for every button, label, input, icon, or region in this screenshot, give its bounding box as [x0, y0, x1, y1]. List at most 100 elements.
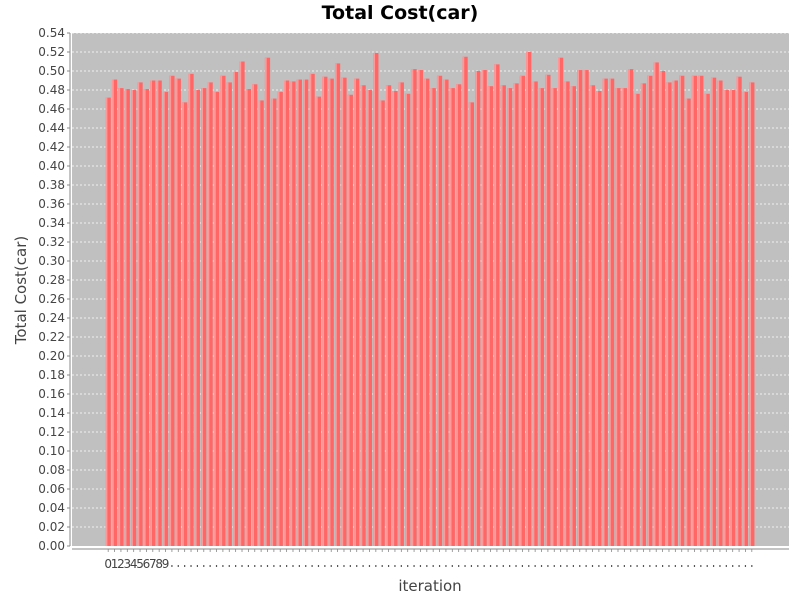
bar-highlight	[271, 98, 274, 547]
x-tick-label: 6	[143, 557, 151, 571]
x-tick-label-truncated	[687, 565, 689, 567]
y-tick-label: 0.28	[38, 273, 65, 287]
bar-highlight	[328, 78, 331, 546]
x-tick-label-truncated	[572, 565, 574, 567]
x-tick-label-truncated	[336, 565, 339, 567]
bar	[366, 90, 373, 546]
bar	[551, 88, 557, 546]
x-tick-label-truncated	[579, 565, 581, 567]
x-tick-label-truncated	[464, 565, 466, 567]
bar-highlight	[653, 62, 656, 546]
bar	[558, 57, 564, 546]
bar-highlight	[634, 93, 637, 547]
chart-title: Total Cost(car)	[321, 2, 479, 24]
bar	[577, 70, 583, 547]
bar	[424, 78, 430, 546]
bar-highlight	[188, 73, 191, 546]
x-tick-label-truncated	[445, 565, 447, 567]
x-tick-label-truncated	[732, 565, 734, 567]
bar	[162, 91, 169, 547]
x-tick-label-truncated	[617, 565, 619, 567]
y-tick-label: 0.46	[38, 102, 65, 116]
x-tick-label-truncated	[598, 565, 600, 567]
bar	[602, 78, 608, 546]
bar-highlight	[162, 91, 165, 547]
bar	[666, 82, 672, 547]
y-tick-label: 0.36	[38, 197, 65, 211]
bar-highlight	[334, 63, 337, 547]
bar-highlight	[621, 88, 624, 546]
x-tick-label-truncated	[196, 565, 199, 567]
bar-highlight	[315, 96, 318, 547]
x-tick-label-truncated	[604, 565, 606, 567]
x-tick-label-truncated	[266, 565, 269, 567]
x-tick-label-truncated	[254, 565, 256, 567]
bar-highlight	[647, 75, 650, 546]
x-tick-label: 0	[104, 557, 112, 571]
bar-highlight	[296, 79, 299, 547]
bar	[201, 88, 207, 546]
x-tick-label-truncated	[528, 565, 530, 567]
y-tick-label: 0.10	[38, 444, 65, 458]
bar	[207, 82, 213, 547]
bar	[481, 70, 487, 547]
x-tick-label-truncated	[247, 565, 249, 567]
y-tick-label: 0.04	[38, 501, 65, 515]
x-tick-label-truncated	[311, 565, 313, 567]
bar-highlight	[736, 76, 739, 546]
x-tick-label-truncated	[553, 565, 555, 567]
bar-highlight	[538, 88, 541, 546]
bar	[500, 85, 506, 546]
y-tick-label: 0.26	[38, 292, 65, 306]
x-tick-label-truncated	[203, 565, 205, 567]
bar	[194, 90, 201, 546]
x-tick-label: 9	[162, 557, 170, 571]
bar	[487, 86, 494, 546]
y-tick-label: 0.16	[38, 387, 65, 401]
bar-highlight	[628, 69, 630, 546]
bar-highlight	[239, 61, 242, 546]
bar	[105, 97, 111, 546]
x-tick-label-truncated	[171, 565, 173, 567]
bar-highlight	[385, 85, 388, 546]
x-tick-label-truncated	[547, 565, 549, 567]
bar-highlight	[398, 82, 401, 547]
y-tick-label: 0.30	[38, 254, 65, 268]
x-tick-label-truncated	[387, 565, 390, 567]
bar	[704, 93, 710, 547]
y-tick-label: 0.08	[38, 463, 65, 477]
bar	[379, 100, 385, 546]
x-tick-label: 2	[117, 557, 125, 571]
bar	[392, 90, 398, 546]
x-tick-label-truncated	[636, 565, 638, 567]
bar	[373, 52, 379, 546]
bar	[519, 75, 526, 546]
bar-highlight	[500, 85, 503, 546]
y-tick-label: 0.52	[38, 45, 65, 59]
x-tick-label-truncated	[719, 565, 721, 567]
bar	[621, 88, 627, 546]
bar	[328, 78, 334, 546]
bar	[532, 81, 538, 546]
bar-highlight	[194, 90, 197, 546]
x-tick-label: 1	[111, 557, 119, 571]
x-tick-label-truncated	[349, 565, 351, 567]
bar	[615, 88, 621, 546]
bar	[341, 77, 347, 547]
bar	[118, 88, 124, 546]
bar	[749, 82, 755, 547]
bar-highlight	[679, 75, 681, 546]
bar-highlight	[685, 98, 688, 547]
x-tick-label-truncated	[489, 565, 492, 567]
x-tick-label-truncated	[177, 565, 179, 567]
x-tick-label: 8	[155, 557, 163, 571]
x-axis-label: iteration	[398, 577, 461, 595]
x-tick-label-truncated	[451, 565, 453, 567]
bar-highlight	[366, 90, 369, 546]
x-tick-label-truncated	[744, 565, 747, 567]
bar	[309, 73, 315, 546]
bar	[188, 73, 194, 546]
bar	[468, 102, 475, 546]
x-tick-label-truncated	[273, 565, 275, 567]
